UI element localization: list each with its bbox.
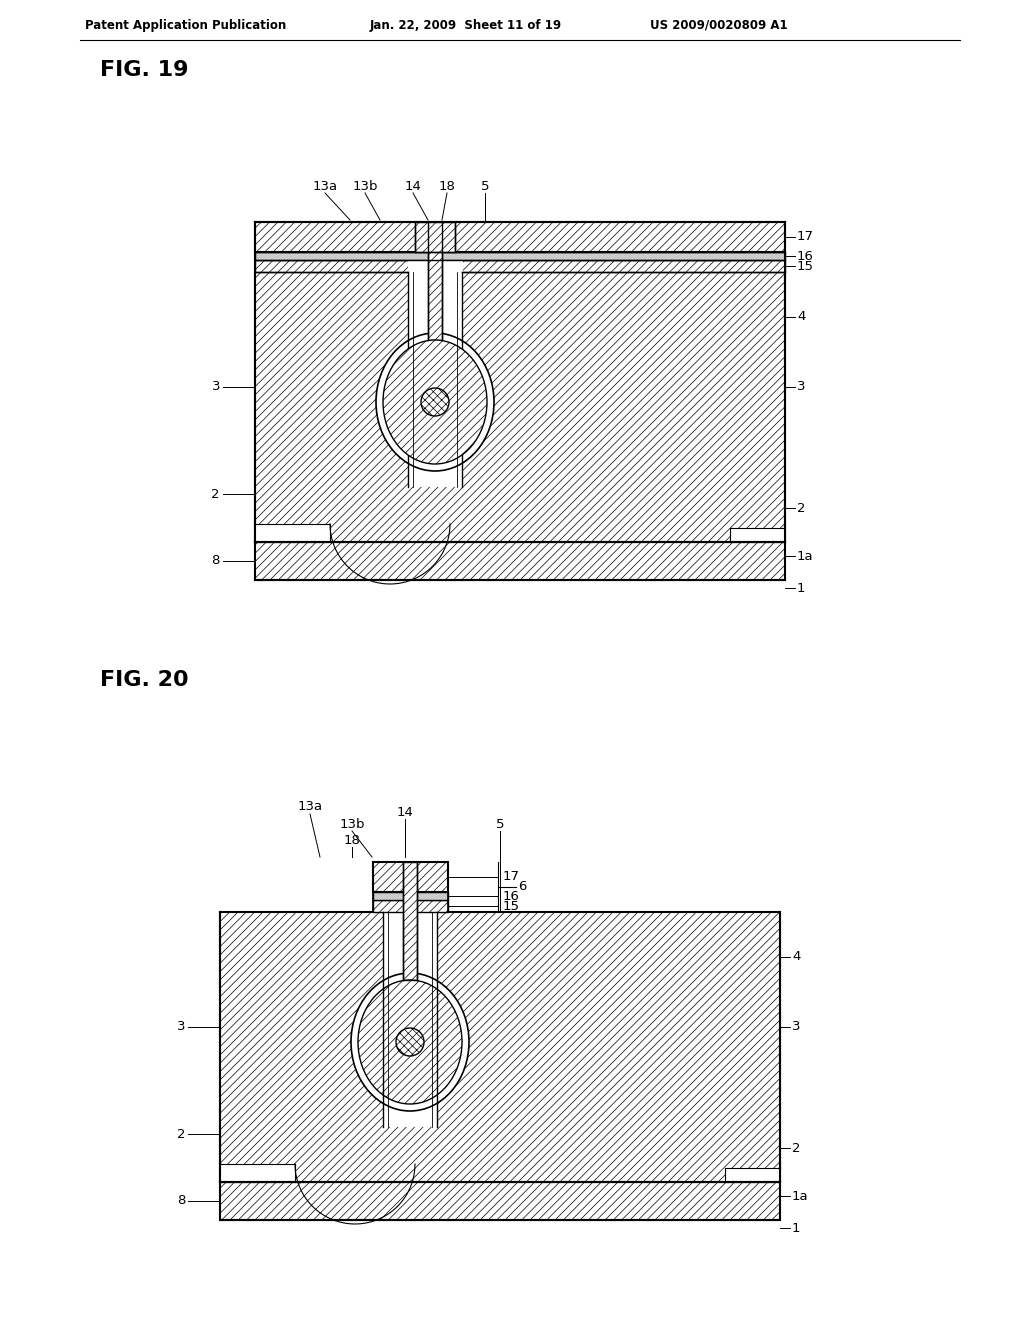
Text: FIG. 20: FIG. 20 [100, 671, 188, 690]
Circle shape [421, 388, 449, 416]
Text: 3: 3 [176, 1020, 185, 1034]
Bar [255, 272, 785, 543]
Bar [255, 252, 785, 260]
Bar [403, 862, 417, 979]
Bar [725, 1168, 780, 1181]
Bar [403, 862, 417, 979]
Text: Jan. 22, 2009  Sheet 11 of 19: Jan. 22, 2009 Sheet 11 of 19 [370, 18, 562, 32]
Text: Patent Application Publication: Patent Application Publication [85, 18, 287, 32]
Text: 13a: 13a [297, 800, 323, 813]
Text: 17: 17 [503, 870, 520, 883]
Bar [383, 912, 438, 1127]
Text: 4: 4 [797, 310, 805, 323]
Text: 13a: 13a [312, 180, 338, 193]
Bar [428, 222, 442, 341]
Text: 1: 1 [797, 582, 806, 594]
Ellipse shape [351, 973, 469, 1111]
Bar [255, 222, 785, 252]
Bar [373, 862, 449, 892]
Text: 2: 2 [797, 502, 806, 515]
Text: 2: 2 [792, 1142, 801, 1155]
Bar [255, 260, 785, 272]
Bar [255, 543, 785, 579]
Text: 15: 15 [503, 899, 520, 912]
Text: 8: 8 [176, 1195, 185, 1208]
Text: 1a: 1a [797, 549, 814, 562]
Text: 18: 18 [438, 180, 456, 193]
Text: 3: 3 [792, 1020, 801, 1034]
Circle shape [396, 1028, 424, 1056]
Bar [408, 260, 463, 487]
Bar [730, 528, 785, 543]
Bar [255, 543, 785, 579]
Bar [255, 260, 785, 272]
Text: FIG. 19: FIG. 19 [100, 59, 188, 81]
Bar [428, 222, 442, 341]
Text: 13b: 13b [339, 817, 365, 830]
Text: 2: 2 [212, 487, 220, 500]
Text: 14: 14 [396, 805, 414, 818]
Bar [403, 862, 417, 979]
Bar [255, 524, 330, 543]
Bar [220, 912, 780, 1181]
Ellipse shape [383, 341, 487, 465]
Bar [415, 222, 455, 252]
Text: 1: 1 [792, 1221, 801, 1234]
Bar [220, 1181, 780, 1220]
Text: 5: 5 [496, 817, 504, 830]
Bar [415, 222, 455, 252]
Text: 18: 18 [344, 833, 360, 846]
Bar [220, 912, 780, 1181]
Bar [220, 1164, 295, 1181]
Text: 2: 2 [176, 1127, 185, 1140]
Bar [255, 222, 785, 252]
Text: 15: 15 [797, 260, 814, 272]
Bar [373, 900, 449, 912]
Text: 4: 4 [792, 950, 801, 964]
Text: 1a: 1a [792, 1189, 809, 1203]
Text: 14: 14 [404, 180, 422, 193]
Bar [373, 862, 449, 892]
Text: 6: 6 [518, 880, 526, 894]
Bar [428, 222, 442, 341]
Text: 17: 17 [797, 231, 814, 243]
Ellipse shape [376, 333, 494, 471]
Text: 16: 16 [797, 249, 814, 263]
Bar [255, 272, 785, 543]
Text: 13b: 13b [352, 180, 378, 193]
Bar [373, 900, 449, 912]
Text: 8: 8 [212, 554, 220, 568]
Bar [373, 892, 449, 900]
Bar [415, 222, 455, 252]
Text: 3: 3 [212, 380, 220, 393]
Text: 5: 5 [480, 180, 489, 193]
Text: 3: 3 [797, 380, 806, 393]
Text: 16: 16 [503, 890, 520, 903]
Text: US 2009/0020809 A1: US 2009/0020809 A1 [650, 18, 787, 32]
Bar [220, 1181, 780, 1220]
